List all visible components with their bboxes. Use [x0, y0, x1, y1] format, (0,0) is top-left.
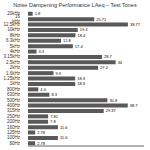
svg-text:250Hz: 250Hz: [8, 114, 21, 119]
svg-text:2.78: 2.78: [37, 141, 46, 146]
svg-text:17.4: 17.4: [75, 44, 84, 49]
svg-text:2.5kHz: 2.5kHz: [8, 60, 21, 65]
svg-text:3.15kHz: 3.15kHz: [8, 54, 21, 59]
svg-text:2kHz: 2kHz: [10, 65, 21, 70]
svg-text:30.8: 30.8: [109, 98, 118, 103]
svg-text:9.9: 9.9: [56, 71, 62, 76]
svg-text:34: 34: [118, 60, 123, 65]
svg-text:7.81: 7.81: [50, 114, 59, 119]
svg-text:38.77: 38.77: [130, 22, 141, 27]
svg-text:38.7: 38.7: [130, 103, 139, 108]
svg-text:1.6kHz: 1.6kHz: [8, 71, 21, 76]
svg-text:12.8: 12.8: [63, 38, 72, 43]
svg-text:200Hz: 200Hz: [8, 119, 21, 124]
svg-text:28.7: 28.7: [104, 54, 113, 59]
svg-text:80Hz: 80Hz: [9, 141, 20, 146]
svg-text:400Hz: 400Hz: [8, 103, 21, 108]
svg-text:7.8: 7.8: [50, 119, 56, 124]
svg-text:5kHz: 5kHz: [10, 44, 21, 49]
svg-text:27.2: 27.2: [100, 65, 109, 70]
svg-text:4.0: 4.0: [40, 87, 46, 92]
svg-text:100Hz: 100Hz: [8, 135, 21, 140]
html-text:16: 16: [15, 14, 20, 20]
svg-text:500Hz: 500Hz: [8, 98, 21, 103]
svg-text:11.6: 11.6: [60, 135, 68, 140]
svg-text:18.3: 18.3: [77, 81, 86, 86]
svg-text:4kHz: 4kHz: [10, 49, 21, 54]
svg-text:630Hz: 630Hz: [8, 92, 21, 97]
svg-text:29.37: 29.37: [106, 108, 117, 113]
svg-text:6.3kHz: 6.3kHz: [8, 38, 21, 43]
svg-text:160Hz: 160Hz: [8, 125, 21, 130]
svg-text:3.3: 3.3: [39, 49, 45, 54]
svg-text:8.3: 8.3: [51, 92, 57, 97]
html-text:Noise Dampening Performance LA: Noise Dampening Performance LAeq – Test …: [13, 2, 137, 8]
svg-text:18.3: 18.3: [77, 76, 86, 81]
svg-text:8kHz: 8kHz: [10, 33, 21, 38]
svg-text:125Hz: 125Hz: [8, 130, 21, 135]
svg-text:11.6: 11.6: [60, 125, 68, 130]
svg-text:1kHz: 1kHz: [10, 81, 21, 86]
svg-text:2.78: 2.78: [37, 130, 46, 135]
svg-text:25.71: 25.71: [96, 17, 107, 22]
svg-text:1.25kHz: 1.25kHz: [8, 76, 21, 81]
svg-text:12.5kHz: 12.5kHz: [8, 22, 21, 27]
svg-text:10kHz: 10kHz: [8, 27, 21, 32]
svg-text:1.8: 1.8: [35, 11, 41, 16]
svg-text:800Hz: 800Hz: [8, 87, 21, 92]
svg-text:315Hz: 315Hz: [8, 108, 21, 113]
svg-text:19.3: 19.3: [80, 27, 89, 32]
svg-text:18.4: 18.4: [77, 33, 86, 38]
